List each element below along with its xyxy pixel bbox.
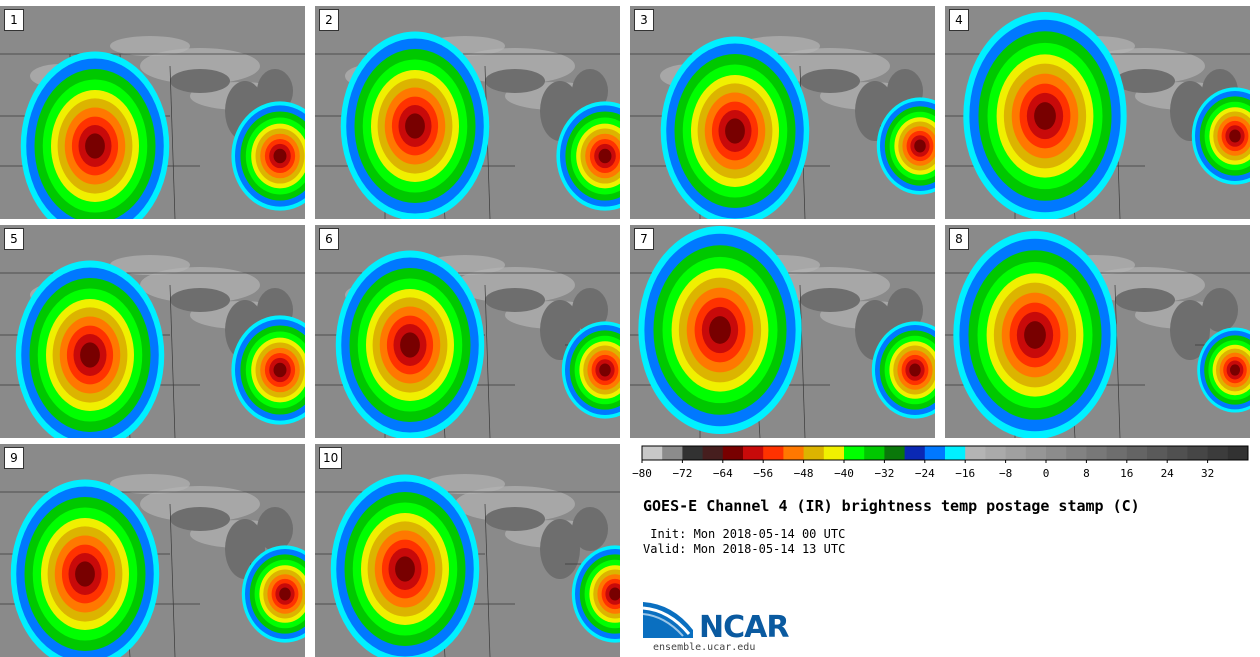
colorbar-tick-label: 0: [1043, 467, 1050, 480]
colorbar-swatch: [662, 446, 683, 460]
colorbar-tick-label: 16: [1120, 467, 1133, 480]
colorbar-swatch: [1207, 446, 1229, 460]
ir-map: [945, 225, 1250, 438]
colorbar-swatch: [803, 446, 825, 460]
panel-3: 3: [630, 6, 935, 219]
colorbar-swatch: [924, 446, 946, 460]
colorbar-tick-label: −16: [955, 467, 975, 480]
colorbar-tick-label: −64: [713, 467, 733, 480]
panel-number: 2: [319, 9, 339, 31]
colorbar-frame: [641, 445, 1249, 461]
colorbar-swatch: [682, 446, 704, 460]
colorbar-swatch: [904, 446, 926, 460]
colorbar-swatch: [763, 446, 784, 460]
ir-map: [630, 6, 935, 219]
colorbar-tick-label: −8: [999, 467, 1012, 480]
colorbar-swatch: [884, 446, 906, 460]
ncar-logo: NCAR: [642, 600, 803, 648]
colorbar-swatch: [1147, 446, 1168, 460]
panel-1: 1: [0, 6, 305, 219]
valid-time: Valid: Mon 2018-05-14 13 UTC: [643, 542, 846, 556]
panel-number: 6: [319, 228, 339, 250]
colorbar-tick-label: −32: [874, 467, 894, 480]
panel-number: 4: [949, 9, 969, 31]
ir-map: [0, 6, 305, 219]
panel-number: 7: [634, 228, 654, 250]
panel-number: 3: [634, 9, 654, 31]
colorbar-swatch: [1187, 446, 1209, 460]
colorbar-tick-label: −40: [834, 467, 854, 480]
figure-title: GOES-E Channel 4 (IR) brightness temp po…: [643, 497, 1140, 515]
panel-5: 5: [0, 225, 305, 438]
colorbar-swatch: [1086, 446, 1108, 460]
panel-number: 8: [949, 228, 969, 250]
colorbar-swatch: [642, 446, 663, 460]
colorbar-swatch: [1106, 446, 1128, 460]
ir-map: [315, 6, 620, 219]
colorbar-swatch: [823, 446, 845, 460]
colorbar-swatch: [1167, 446, 1188, 460]
colorbar-tick-label: −56: [753, 467, 773, 480]
panel-10: 10: [315, 444, 620, 657]
colorbar-swatch: [985, 446, 1007, 460]
colorbar-swatch: [965, 446, 986, 460]
colorbar: −80 −72 −64 −56 −48 −40 −32 −24 −16 −8 0 8 16 24 32: [632, 445, 1249, 482]
ir-map: [945, 6, 1250, 219]
colorbar-swatch: [1227, 446, 1249, 460]
logo-url: ensemble.ucar.edu: [653, 642, 756, 653]
colorbar-swatch: [844, 446, 865, 460]
colorbar-swatch: [1126, 446, 1148, 460]
colorbar-tick-label: −80: [632, 467, 652, 480]
panel-9: 9: [0, 444, 305, 657]
logo-wordmark: NCAR: [699, 610, 789, 645]
colorbar-swatch: [722, 446, 744, 460]
panel-number: 9: [4, 447, 24, 469]
panel-8: 8: [945, 225, 1250, 438]
colorbar-tick-label: −72: [672, 467, 692, 480]
colorbar-tick-label: −48: [794, 467, 814, 480]
colorbar-swatch: [783, 446, 805, 460]
panel-number: 1: [4, 9, 24, 31]
colorbar-swatch: [864, 446, 885, 460]
panel-7: 7: [630, 225, 935, 438]
ncar-swoosh-icon: [642, 602, 693, 638]
colorbar-swatch: [1025, 446, 1047, 460]
colorbar-swatch: [702, 446, 724, 460]
ir-map: [0, 225, 305, 438]
colorbar-swatch: [1066, 446, 1087, 460]
ir-map: [630, 225, 935, 438]
panel-number: 5: [4, 228, 24, 250]
colorbar-tick-label: 8: [1083, 467, 1090, 480]
colorbar-tick-label: 24: [1161, 467, 1175, 480]
colorbar-tick-label: −24: [915, 467, 935, 480]
colorbar-swatch: [1046, 446, 1067, 460]
ir-map: [0, 444, 305, 657]
colorbar-swatch: [743, 446, 764, 460]
panel-4: 4: [945, 6, 1250, 219]
colorbar-swatch: [1005, 446, 1027, 460]
ir-map: [315, 444, 620, 657]
ir-map: [315, 225, 620, 438]
colorbar-swatch: [945, 446, 966, 460]
panel-number: 10: [319, 447, 343, 469]
init-time: Init: Mon 2018-05-14 00 UTC: [643, 527, 846, 541]
colorbar-tick-label: 32: [1201, 467, 1214, 480]
panel-6: 6: [315, 225, 620, 438]
panel-2: 2: [315, 6, 620, 219]
